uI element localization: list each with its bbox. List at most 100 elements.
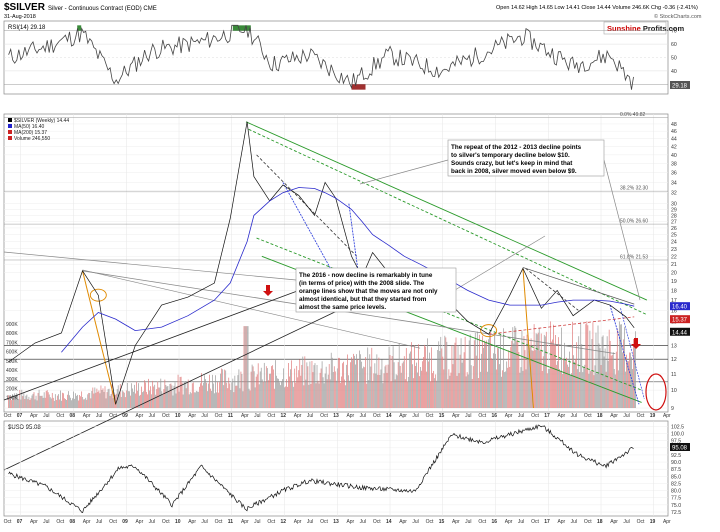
price-tick-label: 48: [671, 122, 677, 128]
x-tick-label: Oct: [320, 519, 328, 525]
legend-swatch: [8, 130, 12, 134]
trend-blue: [609, 305, 640, 405]
x-tick-label: 08: [70, 413, 76, 419]
x-tick-label: Apr: [557, 413, 565, 419]
x-tick-label: 19: [650, 413, 656, 419]
x-tick-label: 17: [544, 519, 550, 525]
x-tick-label: Oct: [109, 519, 117, 525]
usd-current: 95.08: [672, 446, 688, 452]
ma50-line: [61, 187, 635, 353]
x-tick-label: Apr: [505, 519, 513, 525]
x-tick-label: 12: [281, 413, 287, 419]
x-tick-label: Jul: [43, 519, 49, 525]
usd-tick-label: 87.5: [671, 467, 681, 473]
x-tick-label: Apr: [83, 519, 91, 525]
x-tick-label: 17: [544, 413, 550, 419]
x-tick-label: Jul: [201, 413, 207, 419]
trend-orange: [82, 270, 117, 405]
x-tick-label: Oct: [162, 413, 170, 419]
x-tick-label: 09: [122, 519, 128, 525]
rsi-fills: [77, 25, 366, 90]
annotation-leader: [359, 159, 449, 185]
fib-label: 38.2% 32.30: [620, 186, 648, 192]
x-tick-label: Apr: [557, 519, 565, 525]
legend-entry: MA(50) 16.40: [14, 124, 45, 130]
x-tick-label: Oct: [478, 413, 486, 419]
credit: © StockCharts.com: [654, 13, 702, 20]
trend-green-dashed: [248, 128, 648, 316]
x-tick-label: Oct: [267, 413, 275, 419]
usd-grid: [4, 421, 668, 516]
usd-tick-label: 97.5: [671, 439, 681, 445]
x-tick-label: Jul: [43, 413, 49, 419]
price-badge: [670, 302, 690, 311]
volume-tick-label: 200K: [6, 386, 18, 392]
rsi-line: [8, 24, 634, 90]
volume-tick-label: 300K: [6, 377, 18, 383]
usd-tick-label: 80.0: [671, 489, 681, 495]
price-tick-label: 34: [671, 180, 677, 186]
x-tick-label: Apr: [30, 519, 38, 525]
x-tick-label: Apr: [663, 519, 671, 525]
price-tick-label: 21: [671, 262, 677, 268]
usd-ticks: 102.5100.097.595.092.590.087.585.082.580…: [671, 424, 684, 516]
trendlines: [3, 121, 648, 471]
x-axis-price: Oct 07 Apr Jul Oct 08 Apr Jul Oct 09 Apr Jul Oct 10 Ap…: [4, 413, 671, 419]
usd-label: $USD 95.08: [8, 425, 41, 431]
annotation-leader: [3, 251, 297, 281]
x-tick-label: Jul: [623, 413, 629, 419]
price-tick-label: 38: [671, 162, 677, 168]
x-tick-label: 08: [70, 519, 76, 525]
price-tick-label: 16: [671, 308, 677, 314]
symbol-title: $SILVER: [4, 2, 46, 13]
x-tick-label: 10: [175, 519, 181, 525]
usd-current-badge: [670, 443, 690, 451]
x-tick-label: Jul: [571, 519, 577, 525]
fib-label: 0.0% 49.82: [620, 112, 646, 118]
price-badge-text: 16.40: [672, 305, 688, 311]
chart-date: 31-Aug-2018: [4, 14, 36, 20]
price-tick-label: 11: [671, 372, 676, 378]
symbol-name: Silver - Continuous Contract (EOD) CME: [48, 6, 157, 12]
x-tick-label: Oct: [584, 519, 592, 525]
annotation-leader: [454, 235, 546, 291]
volume-tick-label: 400K: [6, 368, 18, 374]
price-tick-label: 24: [671, 240, 677, 246]
ohlc-readout: Open 14.62 High 14.65 Low 14.41 Close 14…: [496, 5, 698, 11]
x-tick-label: 13: [333, 519, 339, 525]
usd-tick-label: 92.5: [671, 453, 681, 459]
volume-tick-label: 100K: [6, 396, 18, 402]
rsi-current: 29.18: [672, 84, 688, 90]
x-tick-label: Apr: [610, 519, 618, 525]
annotation-2-line: almost identical, but that they started …: [299, 296, 427, 303]
usd-panel: [3, 420, 669, 517]
price-tick-label: 32: [671, 191, 677, 197]
price-badges: 16.40 15.37 14.44: [670, 302, 690, 336]
trend-orange: [522, 268, 534, 409]
brand-badge: [603, 21, 667, 35]
x-tick-label: Apr: [188, 413, 196, 419]
brand-name: Sunshine Profits.com: [607, 24, 684, 33]
volume-ticks: 900K 800K 700K 600K 500K 400K 300K 200K 100K: [6, 322, 18, 402]
fib-label: 50.0% 26.60: [620, 219, 648, 225]
trend-black: [3, 299, 361, 471]
x-tick-label: 10: [175, 413, 181, 419]
price-tick-label: 29: [671, 207, 677, 213]
x-tick-label: Apr: [505, 413, 513, 419]
annotation-2-line: orange lines show that the moves are not…: [299, 288, 438, 295]
volume-tick-label: 800K: [6, 331, 18, 337]
x-tick-label: Oct: [426, 519, 434, 525]
price-tick-label: 26: [671, 226, 677, 232]
x-tick-label: 16: [492, 413, 498, 419]
x-tick-label: 19: [650, 519, 656, 525]
x-tick-label: Apr: [188, 519, 196, 525]
x-tick-label: Jul: [465, 519, 471, 525]
rsi-tick-label: 50: [671, 56, 677, 62]
price-badge: [670, 315, 690, 324]
trend-grey: [82, 269, 421, 349]
x-tick-label: 12: [281, 519, 287, 525]
usd-tick-label: 85.0: [671, 474, 681, 480]
price-tick-label: 28: [671, 213, 677, 219]
x-tick-label: Apr: [294, 519, 302, 525]
x-tick-label: Jul: [254, 413, 260, 419]
